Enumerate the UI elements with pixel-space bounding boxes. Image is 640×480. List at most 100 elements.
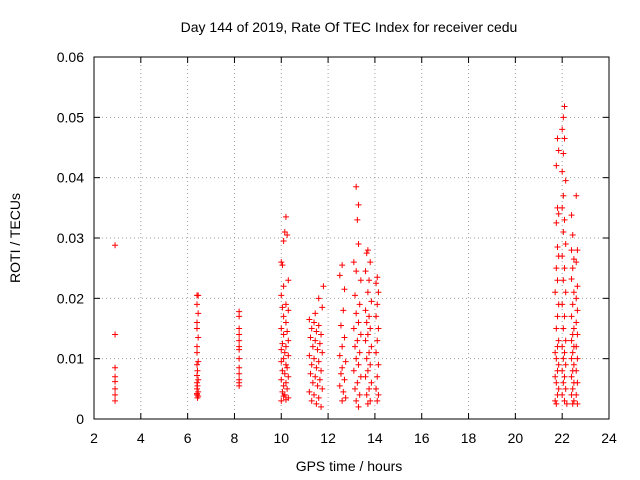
data-point: [353, 397, 360, 404]
x-axis-title: GPS time / hours: [296, 458, 403, 474]
data-point: [350, 259, 357, 266]
data-point: [320, 283, 327, 290]
data-point: [356, 391, 363, 398]
data-point: [285, 277, 292, 284]
data-point: [307, 334, 314, 341]
data-point: [280, 382, 287, 389]
grid: [94, 57, 609, 419]
data-point: [353, 355, 360, 362]
data-point: [337, 370, 344, 377]
data-point: [362, 373, 369, 380]
data-point: [559, 301, 566, 308]
x-tick-label: 22: [554, 430, 570, 446]
data-point: [355, 403, 362, 410]
data-point: [352, 343, 359, 350]
data-point: [314, 346, 321, 353]
data-point: [560, 355, 567, 362]
data-point: [568, 355, 575, 362]
y-tick-label: 0.05: [57, 109, 84, 125]
data-point: [569, 385, 576, 392]
data-point: [339, 262, 346, 269]
data-point: [374, 274, 381, 281]
data-point: [367, 361, 374, 368]
data-point: [112, 242, 119, 249]
data-point: [312, 337, 319, 344]
data-point: [555, 210, 562, 217]
data-point: [570, 397, 577, 404]
data-point: [282, 396, 289, 403]
data-point: [195, 376, 202, 383]
data-point: [570, 256, 577, 263]
data-point: [366, 277, 373, 284]
data-point: [356, 301, 363, 308]
data-point: [559, 343, 566, 350]
data-point: [341, 376, 348, 383]
data-point: [285, 352, 292, 359]
data-point: [285, 337, 292, 344]
data-point: [560, 150, 567, 157]
data-point: [278, 325, 285, 332]
data-point: [350, 325, 357, 332]
data-point: [559, 204, 566, 211]
x-tick-label: 14: [367, 430, 383, 446]
data-point: [570, 289, 577, 296]
data-point: [362, 268, 369, 275]
data-point: [319, 349, 326, 356]
data-point: [315, 394, 322, 401]
data-point: [364, 331, 371, 338]
data-point: [311, 355, 318, 362]
data-point: [356, 349, 363, 356]
data-point: [574, 331, 581, 338]
data-point: [308, 397, 315, 404]
data-point: [553, 219, 560, 226]
data-point: [573, 319, 580, 326]
data-point: [341, 334, 348, 341]
data-point: [336, 382, 343, 389]
data-point: [561, 216, 568, 223]
data-point: [278, 397, 285, 404]
data-point: [112, 378, 119, 385]
y-tick-label: 0: [76, 411, 84, 427]
data-point: [318, 403, 325, 410]
data-point: [569, 231, 576, 238]
data-point: [194, 325, 200, 332]
data-point: [562, 177, 569, 184]
y-axis-title: ROTI / TECUs: [7, 193, 23, 283]
data-point: [574, 283, 581, 290]
data-point: [375, 325, 382, 332]
data-point: [569, 301, 576, 308]
data-point: [552, 349, 559, 356]
data-point: [236, 364, 243, 371]
data-point: [319, 385, 326, 392]
data-point: [364, 367, 371, 374]
data-point: [368, 343, 375, 350]
data-point: [561, 313, 568, 320]
data-point: [563, 400, 570, 407]
data-point: [284, 364, 291, 371]
data-point: [112, 391, 119, 398]
data-point: [315, 322, 322, 329]
data-point: [374, 397, 381, 404]
data-point: [562, 289, 569, 296]
data-point: [315, 295, 322, 302]
data-point: [552, 373, 559, 380]
data-point: [352, 292, 359, 299]
y-tick-label: 0.03: [57, 230, 84, 246]
data-point: [279, 304, 286, 311]
data-point: [574, 307, 581, 314]
data-point: [555, 385, 562, 392]
data-point: [367, 259, 374, 266]
data-point: [308, 361, 315, 368]
data-point: [373, 280, 380, 287]
data-point: [313, 328, 320, 335]
y-tick-label: 0.06: [57, 49, 84, 65]
data-point: [337, 322, 344, 329]
data-point: [355, 319, 362, 326]
data-point: [570, 325, 577, 332]
data-point: [236, 313, 243, 320]
data-point: [280, 355, 287, 362]
data-point: [340, 307, 347, 314]
data-point: [560, 114, 567, 121]
data-point: [112, 331, 119, 338]
data-points: [112, 103, 581, 410]
